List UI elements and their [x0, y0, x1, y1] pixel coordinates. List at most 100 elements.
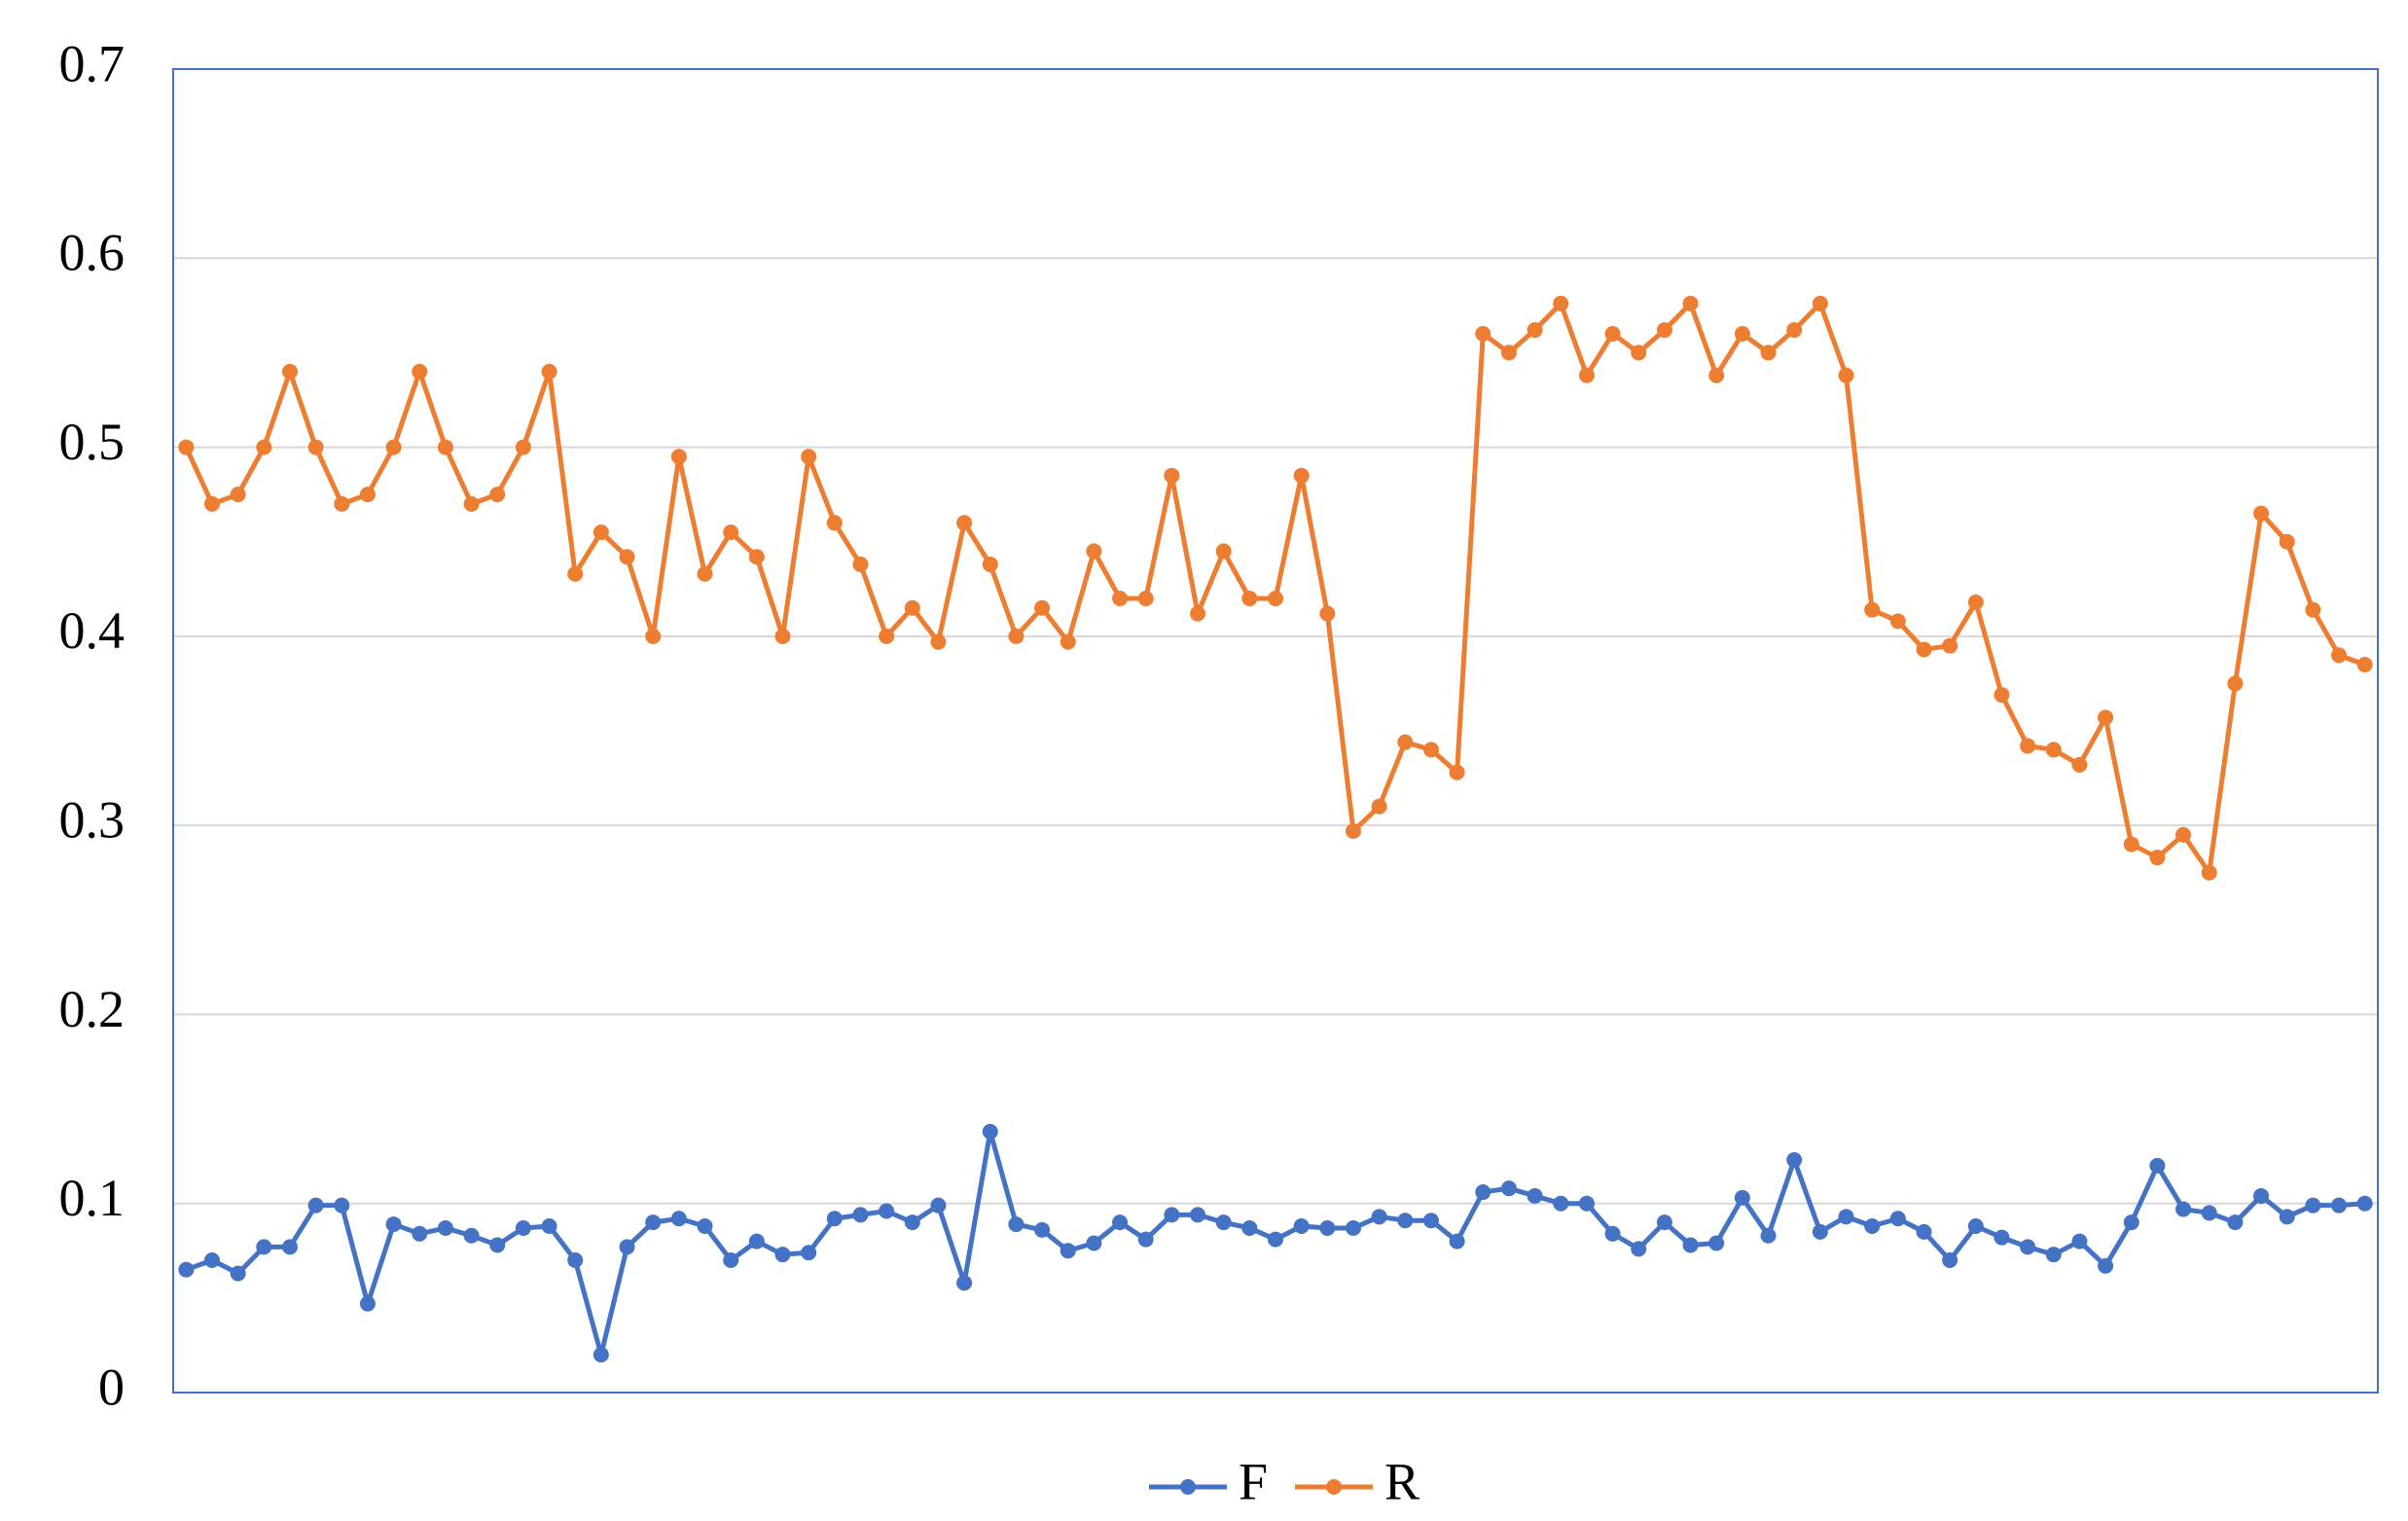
data-point	[826, 1211, 843, 1227]
data-point	[2279, 533, 2295, 550]
data-point	[1164, 467, 1180, 484]
data-point	[1578, 1195, 1595, 1212]
data-point	[2253, 1187, 2270, 1204]
data-point	[230, 1265, 246, 1282]
data-point	[619, 549, 635, 565]
data-point	[567, 565, 584, 582]
data-point	[1449, 764, 1465, 780]
data-point	[2356, 657, 2373, 672]
data-point	[1475, 1184, 1492, 1201]
data-point	[281, 1239, 298, 1255]
data-point	[956, 1275, 973, 1291]
data-point	[2331, 647, 2348, 664]
data-point	[1994, 1229, 2010, 1246]
data-point	[1889, 1211, 1906, 1227]
data-point	[670, 1211, 687, 1227]
data-point	[307, 1197, 324, 1213]
data-point	[1397, 1213, 1414, 1229]
data-point	[2149, 850, 2166, 866]
data-point	[2149, 1157, 2166, 1174]
data-point	[2020, 738, 2036, 754]
data-point	[437, 1219, 453, 1236]
data-point	[748, 549, 765, 565]
data-point	[774, 628, 791, 644]
data-point	[178, 439, 195, 455]
data-point	[1994, 687, 2010, 704]
data-point	[2123, 836, 2139, 852]
data-point	[1060, 1243, 1076, 1259]
data-point	[1241, 591, 1258, 606]
data-point	[203, 1252, 220, 1268]
data-point	[463, 495, 480, 512]
data-point	[1734, 326, 1750, 342]
data-point	[1734, 1189, 1750, 1206]
data-point	[1812, 1223, 1828, 1240]
data-point	[748, 1233, 765, 1249]
data-point	[1345, 822, 1361, 839]
data-point	[930, 1197, 947, 1213]
data-point	[1786, 322, 1803, 339]
data-point	[904, 1214, 920, 1231]
data-point	[334, 495, 350, 512]
data-point	[2071, 1233, 2088, 1249]
data-point	[1889, 613, 1906, 630]
data-point	[619, 1239, 635, 1255]
y-tick-label: 0.1	[59, 1169, 126, 1227]
data-point	[879, 1203, 895, 1219]
data-point	[307, 439, 324, 455]
data-point	[826, 515, 843, 531]
data-point	[2201, 864, 2217, 881]
data-point	[1864, 1218, 1881, 1235]
data-point	[2331, 1197, 2348, 1213]
data-point	[1553, 295, 1569, 311]
data-point	[567, 1252, 584, 1268]
data-point	[1422, 1213, 1439, 1229]
data-point	[1190, 605, 1206, 622]
data-point	[1086, 1235, 1102, 1251]
data-point	[1682, 295, 1699, 311]
data-point	[1086, 543, 1102, 560]
data-point	[412, 1225, 428, 1242]
data-point	[852, 1207, 869, 1223]
data-point	[2098, 709, 2114, 726]
data-point	[1967, 1218, 1984, 1235]
data-point	[670, 449, 687, 465]
data-point	[1656, 322, 1672, 339]
data-point	[2279, 1209, 2295, 1225]
data-point	[515, 1219, 531, 1236]
data-point	[774, 1247, 791, 1263]
data-point	[1215, 1214, 1232, 1231]
data-point	[2020, 1239, 2036, 1255]
data-point	[1500, 344, 1517, 361]
data-point	[489, 1237, 506, 1253]
data-point	[2356, 1195, 2373, 1212]
data-point	[1112, 1214, 1129, 1231]
data-point	[1631, 344, 1647, 361]
legend-label: R	[1384, 1452, 1420, 1510]
data-point	[1112, 591, 1129, 606]
data-point	[1527, 1187, 1543, 1204]
data-point	[1164, 1207, 1180, 1223]
y-tick-label: 0	[98, 1358, 125, 1416]
data-point	[801, 1245, 817, 1261]
data-point	[1137, 591, 1154, 606]
data-point	[723, 1252, 739, 1268]
data-point	[412, 363, 428, 380]
data-point	[1215, 543, 1232, 560]
y-tick-label: 0.6	[59, 224, 126, 282]
data-point	[1060, 634, 1076, 650]
data-point	[489, 487, 506, 503]
data-point	[1034, 599, 1051, 616]
data-point	[1578, 367, 1595, 383]
data-point	[982, 557, 998, 573]
data-point	[2071, 756, 2088, 773]
data-point	[359, 487, 376, 503]
data-point	[1760, 344, 1777, 361]
data-point	[1838, 1209, 1854, 1225]
data-point	[1475, 326, 1492, 342]
data-point	[256, 1239, 272, 1255]
data-point	[1916, 641, 1932, 658]
data-point	[1967, 594, 1984, 610]
data-point	[1422, 742, 1439, 758]
data-point	[2227, 675, 2244, 692]
